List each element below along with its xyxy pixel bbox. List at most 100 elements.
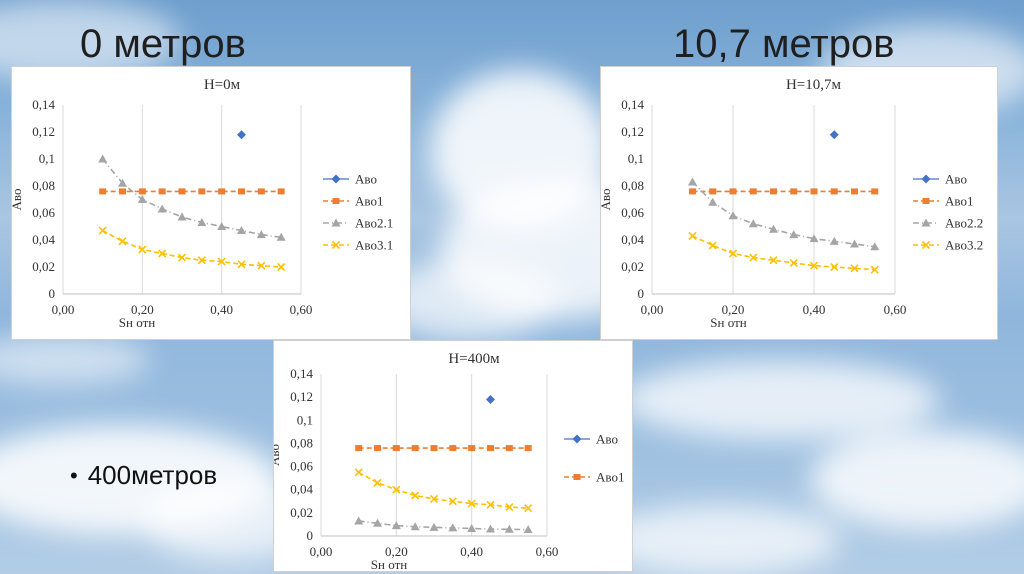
y-axis-label: Аво xyxy=(601,189,613,211)
data-point xyxy=(429,522,439,531)
bullet-dot-icon: • xyxy=(70,462,78,488)
y-tick-label: 0,02 xyxy=(290,505,313,520)
data-point xyxy=(118,178,127,187)
data-point xyxy=(486,524,495,533)
series-1 xyxy=(99,188,285,195)
series-0 xyxy=(237,130,246,140)
data-point xyxy=(748,219,758,228)
x-tick-label: 0,40 xyxy=(803,302,826,317)
legend-label: Аво1 xyxy=(945,194,973,209)
series-line xyxy=(102,158,282,239)
y-tick-label: 0,08 xyxy=(32,178,55,193)
y-tick-label: 0,1 xyxy=(39,151,55,166)
data-point xyxy=(505,503,514,512)
series-3 xyxy=(98,226,286,272)
y-axis-label: Аво xyxy=(274,444,282,466)
data-point xyxy=(354,468,363,477)
data-point xyxy=(374,445,381,452)
data-point xyxy=(708,197,718,206)
y-tick-label: 0,1 xyxy=(297,412,313,427)
data-point xyxy=(137,195,147,203)
y-tick-label: 0,12 xyxy=(290,389,313,404)
data-point xyxy=(850,239,859,248)
x-tick-label: 0,40 xyxy=(210,302,233,317)
x-tick-label: 0,00 xyxy=(641,302,664,317)
legend-label: Аво xyxy=(596,432,618,447)
data-point xyxy=(809,261,819,270)
data-point xyxy=(277,188,285,195)
legend-label: Аво3.2 xyxy=(945,238,983,253)
legend-label: Аво1 xyxy=(596,470,624,485)
data-point xyxy=(448,523,458,532)
y-tick-label: 0,04 xyxy=(32,232,55,247)
data-point xyxy=(729,188,737,195)
data-point xyxy=(158,249,167,258)
data-point xyxy=(98,226,107,235)
chart-h10-7: H=10,7м 0,00 0,20 0,40 0,60 0 0,02 0,04 0,06 0,08… xyxy=(601,77,983,330)
data-point xyxy=(708,241,717,250)
data-point xyxy=(177,253,187,262)
y-tick-label: 0,12 xyxy=(621,124,644,139)
heading-0-meters: 0 метров xyxy=(80,22,246,66)
chart-panel-h10-7: H=10,7м 0,00 0,20 0,40 0,60 0 0,02 0,04 0,06 0,08… xyxy=(600,66,998,340)
data-point xyxy=(728,211,738,220)
data-point xyxy=(158,188,166,195)
chart-h400: H=400м 0,00 0,20 0,40 0,60 0 0,02 0,04 0,06 0,08 0… xyxy=(274,351,624,571)
data-point xyxy=(467,499,476,508)
data-point xyxy=(829,236,839,245)
data-point xyxy=(789,258,798,268)
data-point xyxy=(871,188,879,195)
data-point xyxy=(138,188,146,195)
series-line xyxy=(691,181,875,248)
data-point xyxy=(217,222,227,230)
data-point xyxy=(830,188,838,195)
data-point xyxy=(256,230,266,239)
x-tick-label: 0,20 xyxy=(722,302,745,317)
y-axis-label: Аво xyxy=(12,189,24,211)
legend-marker xyxy=(922,198,930,204)
series-line xyxy=(358,520,529,531)
bullet-item: • 400метров xyxy=(70,460,217,491)
data-point xyxy=(355,445,363,452)
x-tick-label: 0,60 xyxy=(536,544,559,559)
y-tick-label: 0,1 xyxy=(628,151,644,166)
series-3 xyxy=(688,231,879,274)
data-point xyxy=(486,500,495,509)
data-point xyxy=(448,497,457,506)
y-tick-label: 0,12 xyxy=(32,124,55,139)
y-tick-label: 0,04 xyxy=(290,482,313,497)
y-tick-label: 0,04 xyxy=(621,232,644,247)
data-point xyxy=(257,188,265,195)
legend-marker xyxy=(921,240,931,250)
x-tick-label: 0,60 xyxy=(884,302,907,317)
y-tick-label: 0,08 xyxy=(621,178,644,193)
x-tick-label: 0,40 xyxy=(460,544,483,559)
bullet-text: 400метров xyxy=(87,460,218,490)
data-point xyxy=(789,230,799,239)
data-point xyxy=(237,260,246,269)
data-point xyxy=(688,231,697,241)
series-1 xyxy=(355,445,532,452)
data-point xyxy=(197,217,207,226)
series-line xyxy=(692,235,875,271)
data-point xyxy=(430,445,438,452)
data-point xyxy=(391,521,401,530)
data-point xyxy=(217,257,226,266)
legend-marker xyxy=(573,474,581,480)
series-2 xyxy=(688,177,880,251)
data-point xyxy=(468,445,476,452)
data-point xyxy=(487,445,494,452)
data-point xyxy=(392,485,401,494)
legend-marker xyxy=(572,434,582,444)
x-tick-label: 0,00 xyxy=(52,302,75,317)
legend-marker xyxy=(921,174,931,184)
data-point xyxy=(119,188,126,195)
x-axis-label: Sн отн xyxy=(119,315,155,330)
y-tick-label: 0,14 xyxy=(32,97,55,112)
data-point xyxy=(688,177,697,186)
data-point xyxy=(769,224,778,233)
data-point xyxy=(411,491,420,500)
data-point xyxy=(392,445,400,452)
data-point xyxy=(373,478,382,487)
data-point xyxy=(449,445,457,452)
